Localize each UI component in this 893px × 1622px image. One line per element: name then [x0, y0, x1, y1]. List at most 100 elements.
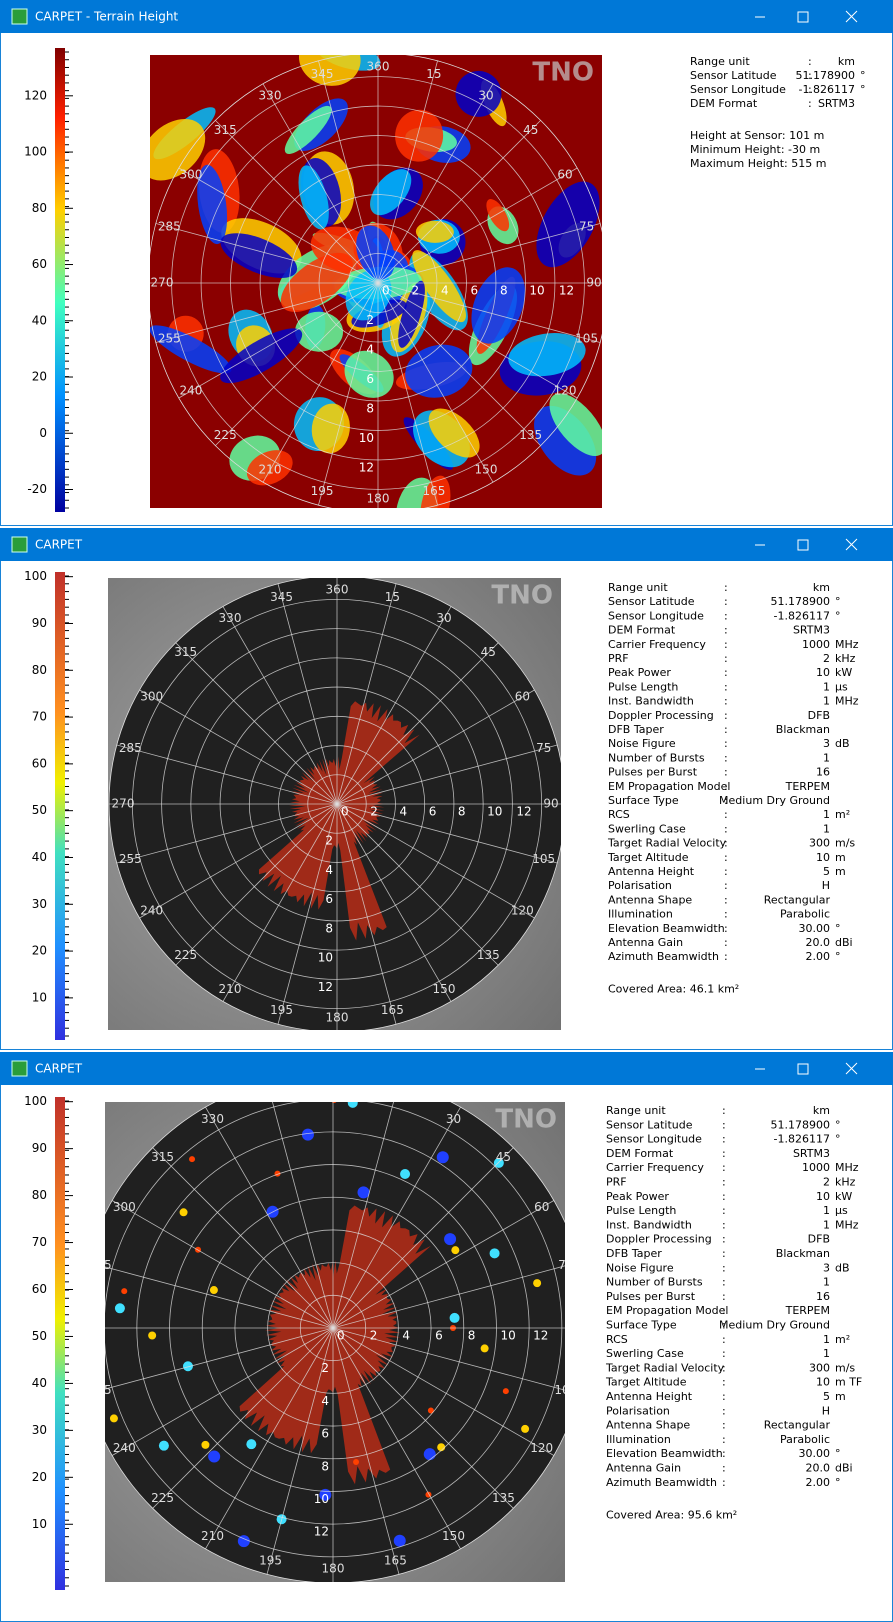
- info-label: Sensor Latitude: [690, 69, 777, 82]
- clutter-spot: [201, 1440, 210, 1449]
- azimuth-label: 45: [523, 123, 538, 137]
- azimuth-spoke: [111, 1200, 334, 1329]
- range-label: 4: [399, 805, 407, 819]
- range-label: 2: [370, 1329, 378, 1343]
- terrain-patch: [412, 250, 466, 323]
- colorbar-tick-label: 90: [32, 1141, 47, 1155]
- info-label: Antenna Height: [606, 1390, 693, 1403]
- azimuth-label: 195: [311, 484, 334, 498]
- info-label: DFB Taper: [606, 1247, 662, 1260]
- azimuth-label: 180: [322, 1562, 345, 1576]
- azimuth-spoke: [152, 1327, 334, 1509]
- azimuth-spoke: [205, 1327, 334, 1550]
- info-label: Range unit: [606, 1104, 666, 1117]
- info-note: Maximum Height: 515 m: [690, 157, 826, 170]
- clutter-spot: [400, 1169, 411, 1180]
- info-value: 1: [823, 1218, 830, 1231]
- azimuth-spoke: [139, 803, 338, 919]
- info-value: km: [838, 55, 855, 68]
- info-label: Swerling Case: [606, 1347, 684, 1360]
- range-label: 6: [366, 372, 374, 386]
- info-value: 51.178900: [771, 595, 831, 608]
- azimuth-label: 300: [179, 168, 202, 182]
- azimuth-label: 120: [554, 384, 577, 398]
- terrain-patch: [428, 408, 480, 458]
- app-icon: [11, 536, 28, 553]
- colorbar-tick-label: 20: [32, 944, 47, 958]
- azimuth-spoke: [332, 1327, 400, 1575]
- maximize-button[interactable]: [797, 1063, 809, 1075]
- info-value: 5: [823, 1390, 830, 1403]
- terrain-patch: [150, 118, 206, 181]
- maximize-button[interactable]: [797, 11, 809, 23]
- azimuth-label: 255: [89, 1383, 112, 1397]
- info-separator: :: [722, 1304, 726, 1317]
- info-unit: °: [860, 69, 866, 82]
- info-value: SRTM3: [818, 97, 855, 110]
- azimuth-label: 330: [201, 1112, 224, 1126]
- colorbar-tick-label: 80: [32, 201, 47, 215]
- info-separator: :: [722, 1462, 726, 1475]
- maximize-button[interactable]: [797, 539, 809, 551]
- azimuth-spoke: [332, 1265, 565, 1329]
- colorbar-tick-label: 100: [24, 1094, 47, 1108]
- azimuth-label: 285: [89, 1258, 112, 1272]
- range-label: 2: [411, 284, 419, 298]
- clutter-spot: [301, 1128, 314, 1141]
- info-value: H: [822, 1404, 830, 1417]
- info-label: DEM Format: [608, 624, 676, 637]
- info-value: 51.178900: [771, 1118, 831, 1131]
- info-value: Medium Dry Ground: [719, 1319, 830, 1332]
- clutter-spot: [357, 1186, 370, 1199]
- azimuth-spoke: [152, 1147, 334, 1329]
- azimuth-label: 210: [259, 463, 282, 477]
- azimuth-label: 300: [140, 690, 163, 704]
- terrain-patch: [298, 55, 361, 86]
- info-separator: :: [724, 879, 728, 892]
- range-label: 8: [321, 1459, 329, 1473]
- clutter-spot: [179, 1208, 188, 1217]
- close-button[interactable]: [845, 538, 858, 551]
- info-separator: :: [724, 822, 728, 835]
- info-value: 2.00: [806, 950, 831, 963]
- azimuth-label: 270: [112, 797, 135, 811]
- info-unit: m: [835, 851, 846, 864]
- info-label: EM Propagation Model: [606, 1304, 728, 1317]
- info-value: 10: [816, 666, 830, 679]
- colorbar-tick-label: 100: [24, 569, 47, 583]
- close-button[interactable]: [845, 10, 858, 23]
- info-value: 2.00: [806, 1476, 831, 1489]
- watermark: TNO: [495, 1105, 557, 1135]
- azimuth-label: 195: [270, 1003, 293, 1017]
- azimuth-spoke: [105, 1327, 334, 1390]
- info-separator: :: [724, 936, 728, 949]
- info-unit: °: [860, 83, 866, 96]
- clutter-spot: [480, 1344, 489, 1353]
- info-label: Pulse Length: [606, 1204, 676, 1217]
- range-label: 12: [314, 1525, 329, 1539]
- info-unit: dBi: [835, 936, 853, 949]
- azimuth-label: 270: [151, 276, 174, 290]
- colorbar-tick-label: 50: [32, 803, 47, 817]
- info-label: Pulses per Burst: [606, 1290, 696, 1303]
- info-value: 2: [823, 1176, 830, 1189]
- info-unit: kHz: [835, 1176, 856, 1189]
- info-value: -1.826117: [774, 609, 830, 622]
- azimuth-spoke: [336, 803, 452, 1002]
- azimuth-label: 285: [119, 741, 142, 755]
- azimuth-label: 105: [575, 331, 598, 345]
- app-icon: [11, 8, 28, 25]
- info-label: Sensor Longitude: [690, 83, 786, 96]
- colorbar-tick-label: 10: [32, 1517, 47, 1531]
- azimuth-label: 345: [270, 590, 293, 604]
- azimuth-spoke: [377, 282, 541, 446]
- colorbar: [55, 48, 65, 512]
- info-label: Doppler Processing: [606, 1233, 712, 1246]
- info-separator: :: [724, 595, 728, 608]
- clutter-spot: [109, 1414, 118, 1423]
- azimuth-spoke: [332, 1106, 461, 1329]
- info-unit: dB: [835, 737, 850, 750]
- close-button[interactable]: [845, 1062, 858, 1075]
- range-label: 4: [402, 1329, 410, 1343]
- info-separator: :: [724, 751, 728, 764]
